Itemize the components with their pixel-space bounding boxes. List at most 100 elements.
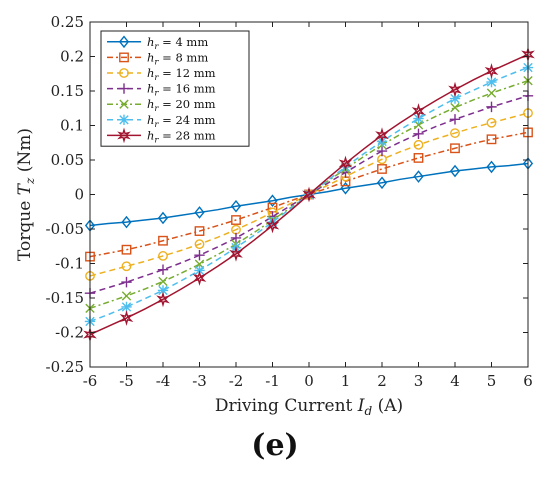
data-point — [267, 194, 278, 208]
data-point — [121, 244, 132, 255]
x-tick-label: 5 — [487, 372, 497, 390]
data-point — [121, 215, 132, 229]
data-point — [376, 176, 388, 190]
y-tick-label: 0.25 — [51, 13, 84, 31]
legend-item: hr = 24 mm — [107, 113, 216, 130]
data-point — [230, 232, 242, 244]
x-tick-label: 3 — [414, 372, 424, 390]
data-point — [157, 211, 169, 225]
legend-item: hr = 4 mm — [107, 35, 208, 52]
data-point — [486, 134, 497, 145]
x-tick-label: -6 — [83, 372, 98, 390]
data-point — [302, 186, 316, 203]
data-point — [118, 35, 130, 49]
y-tick-label: 0.05 — [51, 151, 84, 169]
x-tick-label: -4 — [156, 372, 171, 390]
data-point — [449, 164, 461, 178]
data-point — [194, 250, 205, 261]
data-point — [486, 117, 497, 128]
data-point — [158, 276, 168, 287]
y-tick-label: -0.15 — [46, 289, 84, 307]
data-point — [375, 127, 389, 144]
x-tick-label: 2 — [377, 372, 387, 390]
data-point — [119, 310, 134, 326]
data-point — [194, 239, 205, 250]
x-tick-label: -2 — [229, 372, 244, 390]
data-point — [413, 153, 424, 163]
data-point — [450, 143, 460, 154]
x-tick-label: -3 — [192, 372, 207, 390]
data-point — [486, 160, 497, 174]
data-point — [229, 245, 243, 262]
x-tick-label: -1 — [265, 372, 280, 390]
data-point — [230, 199, 242, 213]
data-point — [158, 235, 168, 246]
x-tick-label: 4 — [450, 372, 460, 390]
data-point — [448, 81, 462, 98]
y-tick-label: -0.25 — [46, 358, 84, 376]
data-point — [117, 127, 131, 144]
x-tick-label: 6 — [523, 372, 533, 390]
legend-item: hr = 12 mm — [107, 66, 216, 83]
data-point — [192, 270, 207, 286]
legend-label: hr = 4 mm — [147, 35, 208, 52]
legend-item: hr = 20 mm — [107, 97, 216, 114]
data-point — [157, 264, 169, 275]
y-tick-label: -0.1 — [55, 255, 84, 273]
legend-label: hr = 28 mm — [147, 128, 216, 145]
data-point — [119, 99, 129, 109]
x-tick-label: 1 — [341, 372, 351, 390]
data-point — [450, 128, 460, 138]
data-point — [413, 128, 424, 139]
data-point — [231, 215, 241, 225]
legend-label: hr = 16 mm — [147, 82, 216, 99]
data-point — [121, 261, 132, 272]
data-point — [486, 88, 497, 98]
data-point — [118, 114, 130, 125]
data-point — [338, 155, 353, 172]
data-point — [413, 170, 424, 183]
data-point — [486, 101, 497, 113]
data-point — [157, 285, 169, 296]
data-point — [118, 83, 130, 94]
data-point — [119, 68, 129, 78]
data-point — [340, 181, 351, 195]
y-tick-label: 0.15 — [51, 82, 84, 100]
x-axis-title: Driving Current Id (A) — [215, 396, 403, 418]
data-point — [121, 301, 132, 313]
data-point — [121, 291, 132, 301]
data-point — [119, 52, 129, 63]
x-tick-label: -5 — [119, 372, 134, 390]
legend-item: hr = 8 mm — [107, 50, 208, 67]
y-tick-label: 0.1 — [60, 117, 84, 135]
panel-label: (e) — [251, 428, 299, 463]
legend-label: hr = 20 mm — [147, 97, 216, 114]
y-axis-title: Torque Tz (Nm) — [15, 128, 37, 261]
data-point — [158, 251, 168, 261]
data-point — [156, 291, 170, 308]
y-tick-label: -0.2 — [55, 324, 84, 342]
data-point — [411, 103, 426, 119]
data-point — [450, 102, 460, 113]
y-tick-label: -0.05 — [46, 220, 84, 238]
legend-label: hr = 12 mm — [147, 66, 216, 83]
series-line — [89, 53, 529, 336]
data-point — [377, 164, 387, 174]
data-point — [486, 76, 497, 88]
legend-label: hr = 24 mm — [147, 113, 216, 130]
legend-item: hr = 16 mm — [107, 82, 216, 99]
data-point — [265, 217, 280, 234]
data-point — [484, 63, 499, 79]
data-point — [449, 114, 461, 125]
data-point — [449, 93, 461, 104]
data-point — [121, 276, 132, 288]
legend-item: hr = 28 mm — [107, 127, 216, 145]
x-tick-label: 0 — [304, 372, 314, 390]
data-point — [194, 226, 205, 236]
legend-label: hr = 8 mm — [147, 50, 208, 67]
data-point — [413, 139, 424, 150]
plot-frame — [89, 21, 529, 368]
data-point — [194, 206, 205, 219]
